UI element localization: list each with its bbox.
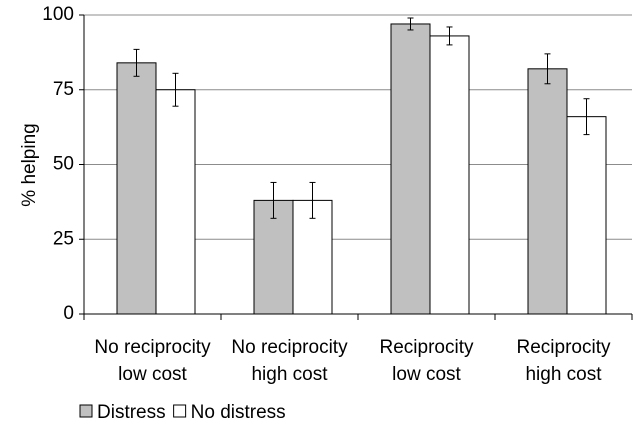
y-axis-title: % helping <box>19 123 40 206</box>
bar <box>527 68 568 315</box>
bar <box>155 89 196 315</box>
bar <box>429 35 470 315</box>
x-category-label: No reciprocity low cost <box>94 337 211 385</box>
y-tick-labels: 0 25 50 75 100 <box>42 4 74 324</box>
category-labels: No reciprocity low cost No reciprocity high… <box>94 337 611 385</box>
bar <box>390 23 431 315</box>
y-tick-label: 25 <box>53 228 74 249</box>
legend-item: Distress <box>79 402 166 423</box>
bar <box>116 62 157 315</box>
axes <box>79 14 633 320</box>
legend: Distress No distress <box>79 402 286 423</box>
y-tick-label: 75 <box>53 79 74 100</box>
bar <box>253 199 294 315</box>
y-tick-label: 0 <box>63 303 74 324</box>
bars <box>116 23 607 315</box>
legend-swatch <box>79 404 93 418</box>
y-tick-label: 100 <box>42 4 74 25</box>
legend-swatch <box>173 404 187 418</box>
bar <box>566 116 607 315</box>
x-category-label: Reciprocity low cost <box>380 337 474 385</box>
legend-label: No distress <box>191 402 286 423</box>
legend-item: No distress <box>173 402 286 423</box>
x-category-label: Reciprocity high cost <box>517 337 611 385</box>
error-bars <box>133 17 590 219</box>
y-tick-label: 50 <box>53 154 74 175</box>
x-category-label: No reciprocity high cost <box>231 337 348 385</box>
legend-label: Distress <box>97 402 166 423</box>
